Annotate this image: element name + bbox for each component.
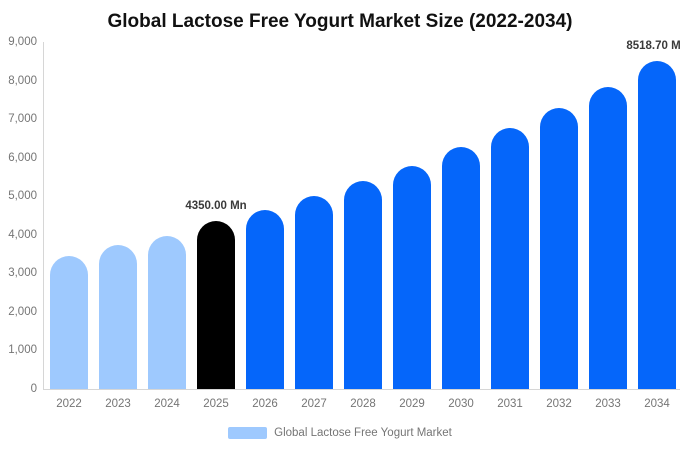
bar-2033[interactable] xyxy=(589,87,627,389)
y-axis-tick-5000: 5,000 xyxy=(8,190,37,203)
x-axis-label-2033: 2033 xyxy=(595,398,621,410)
x-axis-label-2022: 2022 xyxy=(56,398,82,410)
y-axis-tick-4000: 4,000 xyxy=(8,228,37,241)
y-axis-tick-1000: 1,000 xyxy=(8,344,37,357)
value-label-2034: 8518.70 Mn xyxy=(626,39,680,52)
bar-2028[interactable] xyxy=(344,181,382,389)
bar-2026[interactable] xyxy=(246,210,284,389)
x-axis-label-2026: 2026 xyxy=(252,398,278,410)
x-axis-label-2030: 2030 xyxy=(448,398,474,410)
y-axis-tick-7000: 7,000 xyxy=(8,113,37,126)
bar-2030[interactable] xyxy=(442,146,480,389)
bar-2034[interactable] xyxy=(638,60,676,389)
chart-title: Global Lactose Free Yogurt Market Size (… xyxy=(107,11,573,32)
x-axis-label-2032: 2032 xyxy=(546,398,572,410)
bar-2023[interactable] xyxy=(99,245,137,389)
y-axis-tick-2000: 2,000 xyxy=(8,305,37,318)
bar-2031[interactable] xyxy=(491,127,529,389)
legend: Global Lactose Free Yogurt Market xyxy=(0,427,680,439)
bar-2029[interactable] xyxy=(393,166,431,389)
bar-2027[interactable] xyxy=(295,196,333,389)
legend-swatch-icon xyxy=(228,427,268,439)
y-axis-tick-0: 0 xyxy=(30,383,37,395)
x-axis-label-2024: 2024 xyxy=(154,398,180,410)
axis-lines xyxy=(43,42,680,390)
x-axis-label-2025: 2025 xyxy=(203,398,229,410)
x-axis-label-2029: 2029 xyxy=(399,398,425,410)
y-axis-tick-6000: 6,000 xyxy=(8,151,37,164)
bar-2025[interactable] xyxy=(197,221,235,389)
x-axis-label-2023: 2023 xyxy=(105,398,131,410)
legend-label: Global Lactose Free Yogurt Market xyxy=(274,427,452,439)
y-axis-tick-9000: 9,000 xyxy=(8,36,37,48)
legend-item[interactable]: Global Lactose Free Yogurt Market xyxy=(228,427,452,439)
x-axis-label-2031: 2031 xyxy=(497,398,523,410)
y-axis-tick-3000: 3,000 xyxy=(8,267,37,280)
bar-2022[interactable] xyxy=(50,255,88,389)
bar-2032[interactable] xyxy=(540,107,578,389)
x-axis-label-2034: 2034 xyxy=(644,398,670,410)
value-label-2025: 4350.00 Mn xyxy=(185,200,247,213)
x-axis-label-2027: 2027 xyxy=(301,398,327,410)
y-axis-tick-8000: 8,000 xyxy=(8,74,37,87)
x-axis-label-2028: 2028 xyxy=(350,398,376,410)
bar-2024[interactable] xyxy=(148,235,186,389)
